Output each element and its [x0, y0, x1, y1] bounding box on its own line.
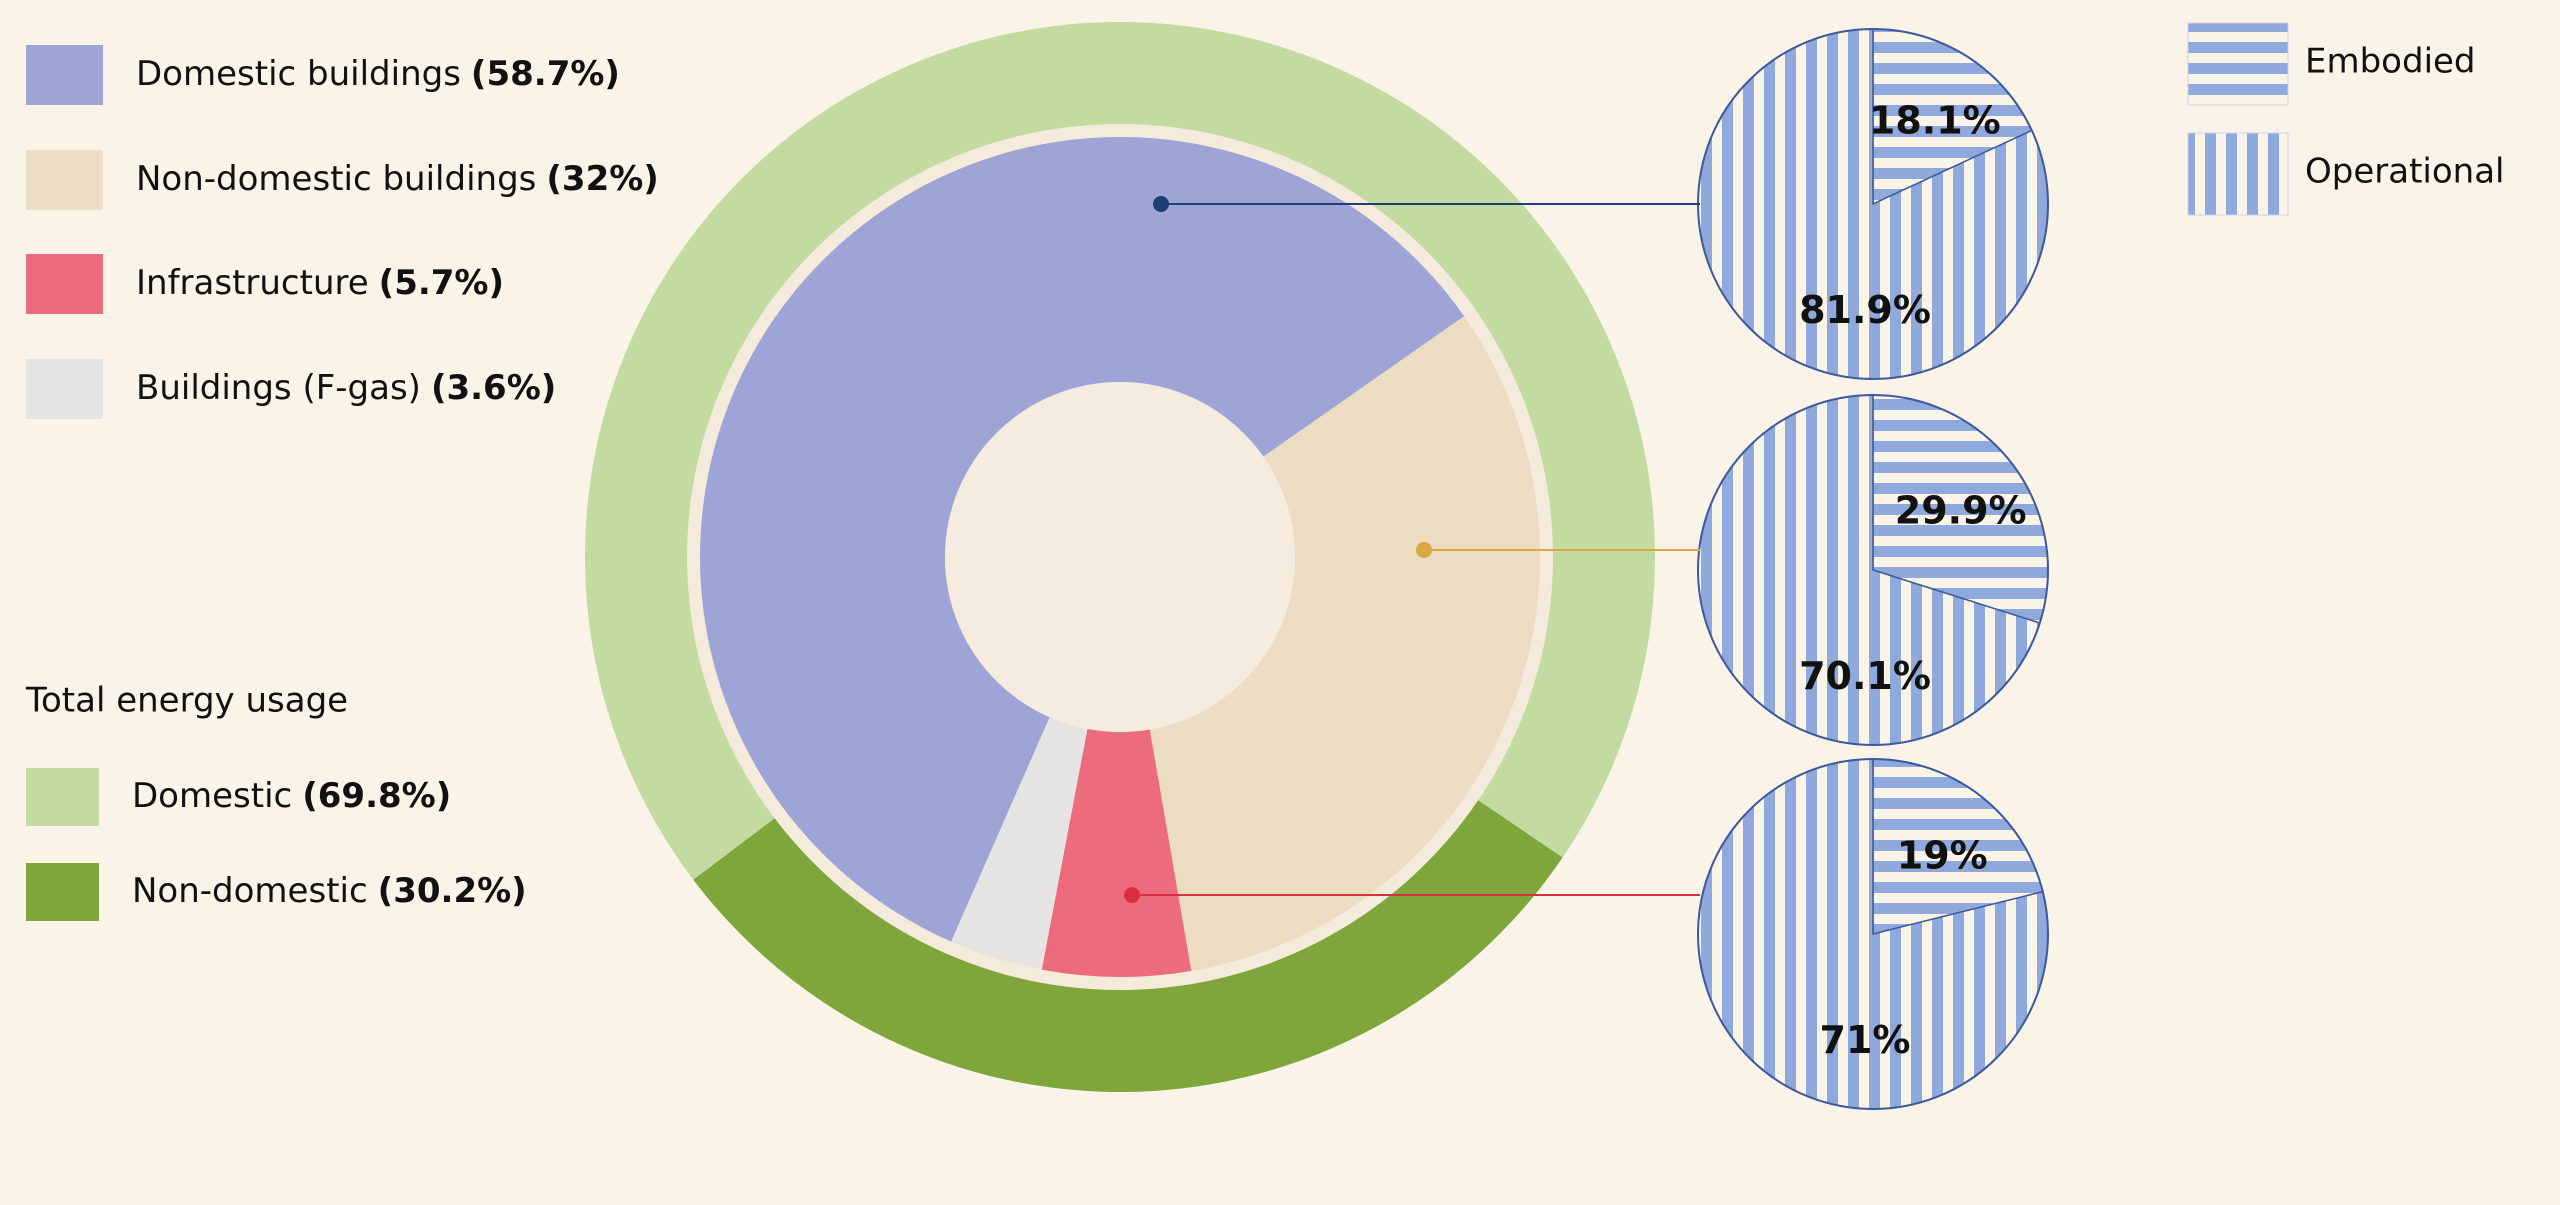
legend-label: Domestic buildings (58.7%) — [136, 54, 620, 94]
legend-swatch — [26, 863, 99, 921]
pie-label: 29.9% — [1895, 489, 2027, 533]
donut-segment — [585, 21, 1656, 880]
pie-outline — [1697, 758, 2049, 1110]
pie-label: 18.1% — [1869, 98, 2001, 142]
donut-segment — [1041, 728, 1192, 977]
leader-dot — [1416, 542, 1432, 558]
pie-outline — [1697, 394, 2049, 746]
legend-swatch — [26, 359, 103, 419]
legend-label: Infrastructure (5.7%) — [136, 263, 504, 303]
pie-label: 70.1% — [1799, 654, 1931, 698]
legend-label: Non-domestic (30.2%) — [132, 871, 527, 911]
legend-value: (69.8%) — [302, 776, 451, 816]
legend-title: Total energy usage — [25, 681, 348, 721]
rings — [585, 21, 1656, 1092]
pie-label: 81.9% — [1799, 288, 1931, 332]
legend-value: (3.6%) — [431, 368, 556, 408]
legend-name: Buildings (F-gas) — [136, 368, 421, 408]
legend-value: (58.7%) — [471, 54, 620, 94]
leader-dot — [1124, 887, 1140, 903]
legend-label: Non-domestic buildings (32%) — [136, 159, 659, 199]
donut-segment — [951, 717, 1088, 970]
legend-swatch — [2187, 22, 2289, 106]
legend-name: Domestic buildings — [136, 54, 461, 94]
legend-swatch — [26, 150, 103, 210]
pies — [1697, 28, 2049, 1110]
donut-segment — [1149, 316, 1541, 971]
legend-label: Domestic (69.8%) — [132, 776, 451, 816]
donut-segment — [693, 800, 1563, 1092]
leader-dot — [1153, 196, 1169, 212]
legend-swatch — [2187, 132, 2289, 216]
legend-name: Non-domestic — [132, 871, 368, 911]
donut-hole — [945, 382, 1295, 732]
donut-segment — [700, 137, 1465, 942]
legend-name: Non-domestic buildings — [136, 159, 536, 199]
legend-swatch — [26, 254, 103, 314]
legend-value: (5.7%) — [379, 263, 504, 303]
legend-name: Domestic — [132, 776, 292, 816]
legend-value: (30.2%) — [378, 871, 527, 911]
legend-swatch — [26, 768, 99, 826]
leaders — [1124, 196, 1700, 903]
legend-label: Operational — [2305, 152, 2504, 192]
pie-label: 71% — [1820, 1018, 1911, 1062]
legend-name: Infrastructure — [136, 263, 369, 303]
legend-label: Buildings (F-gas) (3.6%) — [136, 368, 556, 408]
legend-swatch — [26, 45, 103, 105]
pie-label: 19% — [1897, 834, 1988, 878]
legend-value: (32%) — [546, 159, 658, 199]
legend-label: Embodied — [2305, 42, 2476, 82]
labels: Domestic (69.8%) Non-domestic (30.2%) Domest… — [26, 22, 2504, 1062]
